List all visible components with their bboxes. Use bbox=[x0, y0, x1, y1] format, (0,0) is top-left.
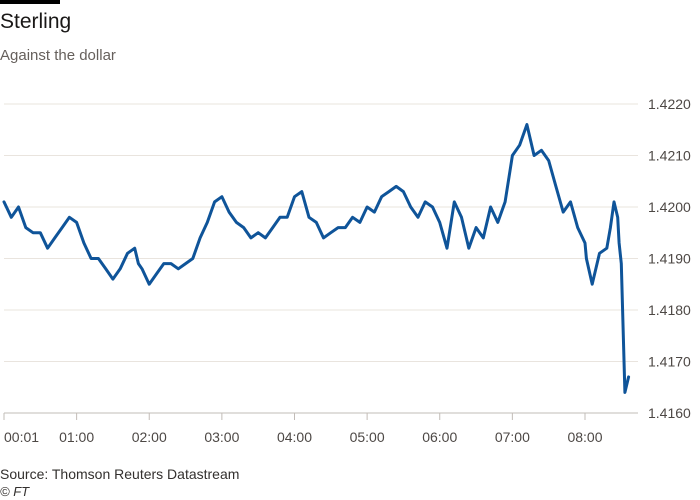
x-tick-label: 00:01 bbox=[4, 429, 39, 445]
chart-title: Sterling bbox=[0, 10, 72, 33]
x-tick-label: 08:00 bbox=[567, 429, 602, 445]
x-tick-label: 06:00 bbox=[422, 429, 457, 445]
ft-credit: © FT bbox=[0, 484, 30, 499]
y-tick-label: 1.4220 bbox=[648, 96, 691, 112]
x-tick-label: 05:00 bbox=[350, 429, 385, 445]
chart-subtitle: Against the dollar bbox=[0, 47, 116, 64]
y-tick-label: 1.4180 bbox=[648, 302, 691, 318]
x-tick-label: 01:00 bbox=[59, 429, 94, 445]
x-tick-label: 07:00 bbox=[495, 429, 530, 445]
x-tick-label: 03:00 bbox=[204, 429, 239, 445]
y-tick-label: 1.4190 bbox=[648, 251, 691, 267]
brand-bar bbox=[0, 0, 60, 4]
y-tick-label: 1.4210 bbox=[648, 148, 691, 164]
x-tick-label: 02:00 bbox=[132, 429, 167, 445]
y-tick-label: 1.4160 bbox=[648, 405, 691, 421]
x-tick-label: 04:00 bbox=[277, 429, 312, 445]
source-note: Source: Thomson Reuters Datastream bbox=[0, 466, 240, 482]
y-tick-label: 1.4200 bbox=[648, 199, 691, 215]
series-line bbox=[2, 123, 631, 394]
y-tick-label: 1.4170 bbox=[648, 354, 691, 370]
